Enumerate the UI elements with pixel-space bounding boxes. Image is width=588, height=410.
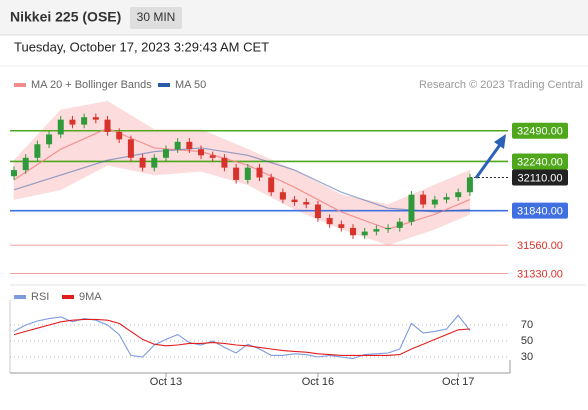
candle-body bbox=[268, 177, 275, 193]
y-tick-label: 70 bbox=[521, 319, 533, 331]
title: Nikkei 225 (OSE) bbox=[10, 9, 121, 25]
forecast-arrowhead bbox=[494, 134, 506, 149]
candle-body bbox=[350, 227, 357, 236]
candle-body bbox=[279, 192, 286, 200]
candle-body bbox=[151, 157, 158, 168]
level-label: 32110.00 bbox=[517, 172, 562, 184]
timeframe-badge bbox=[130, 7, 182, 29]
legend-swatch bbox=[14, 295, 26, 299]
candle-body bbox=[127, 139, 134, 158]
candle-body bbox=[420, 194, 427, 205]
candle-body bbox=[361, 231, 368, 236]
candle-body bbox=[116, 131, 123, 140]
candle-body bbox=[34, 144, 41, 158]
y-tick-label: 50 bbox=[521, 335, 533, 347]
candle-body bbox=[256, 167, 263, 178]
candle-body bbox=[92, 117, 99, 120]
candle-body bbox=[174, 141, 181, 150]
candle-body bbox=[303, 202, 310, 205]
candle-body bbox=[198, 149, 205, 156]
level-label-box bbox=[512, 122, 568, 139]
header-bar bbox=[0, 0, 588, 35]
legend-swatch bbox=[14, 83, 26, 87]
x-tick-label: Oct 17 bbox=[442, 376, 474, 388]
candle-body bbox=[11, 170, 17, 177]
y-tick-label: 30 bbox=[521, 351, 533, 363]
level-label-box bbox=[512, 169, 568, 186]
candle-body bbox=[443, 197, 450, 200]
candle-body bbox=[373, 229, 380, 232]
candle-body bbox=[162, 149, 169, 158]
moving-average bbox=[13, 147, 470, 213]
legend-label: 9MA bbox=[79, 291, 102, 303]
timeframe: 30 MIN bbox=[137, 10, 176, 24]
candle-body bbox=[396, 221, 403, 228]
candle-body bbox=[57, 119, 64, 135]
candle-body bbox=[81, 117, 88, 125]
candle-body bbox=[186, 141, 193, 150]
x-tick-label: Oct 16 bbox=[302, 376, 334, 388]
legend-label: RSI bbox=[31, 291, 49, 303]
candle-body bbox=[291, 199, 298, 203]
candle-body bbox=[326, 218, 333, 225]
candle-body bbox=[244, 167, 251, 180]
candle-body bbox=[408, 194, 415, 222]
source: Research © 2023 Trading Central bbox=[419, 79, 583, 91]
legend-swatch bbox=[158, 83, 170, 87]
level-label: 32240.00 bbox=[517, 156, 563, 168]
candle-body bbox=[385, 227, 392, 230]
candle-body bbox=[314, 204, 321, 219]
candle-body bbox=[22, 157, 29, 171]
legend-label: MA 20 + Bollinger Bands bbox=[31, 79, 152, 91]
candle-body bbox=[338, 224, 345, 228]
candle-body bbox=[209, 155, 216, 158]
candle-body bbox=[139, 157, 146, 168]
level-label-box bbox=[512, 202, 568, 219]
candle-body bbox=[431, 199, 438, 205]
level-label: 32490.00 bbox=[517, 126, 563, 138]
level-label: 31330.00 bbox=[517, 268, 563, 280]
level-label: 31560.00 bbox=[517, 240, 563, 252]
legend-label: MA 50 bbox=[175, 79, 206, 91]
x-tick-label: Oct 13 bbox=[150, 376, 182, 388]
level-label: 31840.00 bbox=[517, 206, 563, 218]
candle-body bbox=[221, 157, 228, 168]
candle-body bbox=[69, 119, 76, 125]
candle-body bbox=[466, 177, 473, 193]
candle-body bbox=[455, 192, 462, 198]
candle-body bbox=[104, 119, 111, 132]
forecast-arrow bbox=[474, 141, 504, 179]
rsi-line bbox=[13, 318, 470, 356]
candle-body bbox=[233, 167, 240, 180]
timestamp: Tuesday, October 17, 2023 3:29:43 AM CET bbox=[14, 39, 269, 54]
level-label-box bbox=[512, 153, 568, 170]
candle-body bbox=[46, 134, 53, 145]
legend-swatch bbox=[62, 295, 74, 299]
